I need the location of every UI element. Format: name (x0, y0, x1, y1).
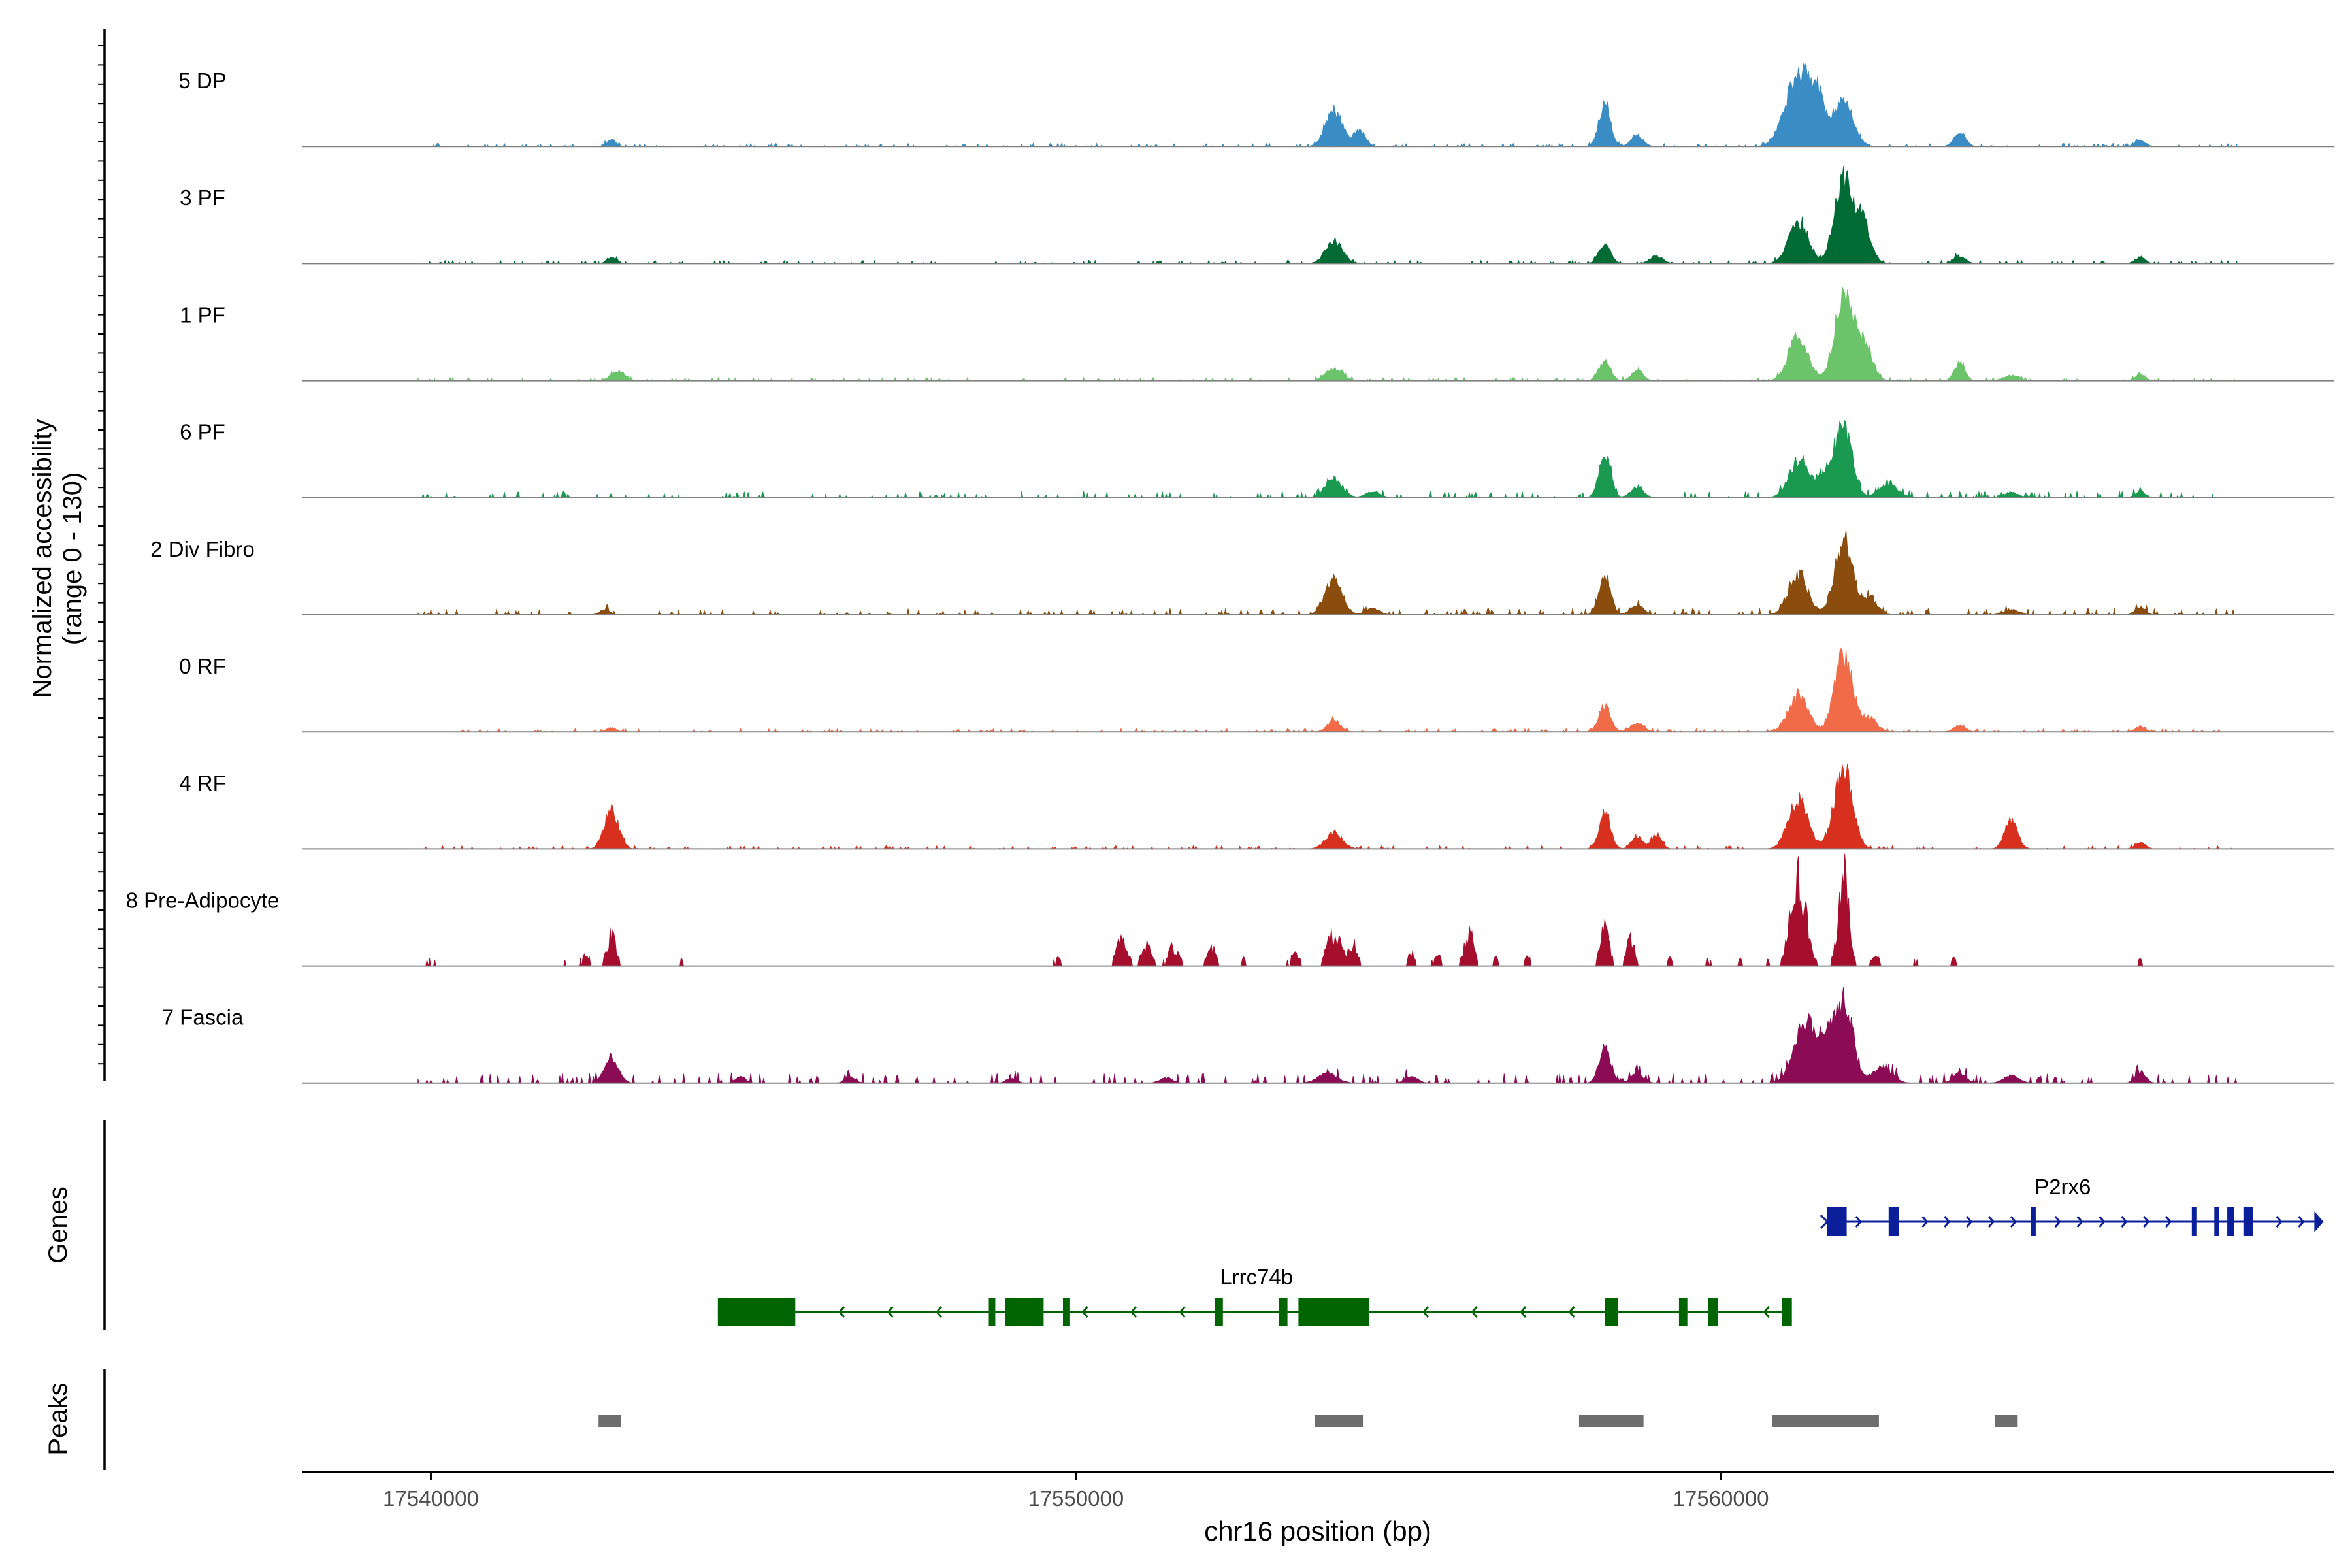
x-tick-label: 17550000 (1028, 1486, 1124, 1511)
gene-label: P2rx6 (2034, 1175, 2091, 1199)
track-1-pf: 1 PF (180, 287, 2334, 382)
peak-region (1995, 1415, 2018, 1427)
strand-arrow (2165, 1216, 2172, 1228)
track-label: 3 PF (180, 186, 225, 210)
strand-arrow (2099, 1216, 2106, 1228)
y-axis-label-line2: (range 0 - 130) (58, 472, 87, 645)
gene-end-arrow (2314, 1211, 2324, 1232)
gene-label: Lrrc74b (1220, 1265, 1293, 1289)
gene-exon (1298, 1298, 1369, 1326)
gene-exon (2243, 1207, 2253, 1236)
track-label: 1 PF (180, 302, 225, 327)
gene-exon (1063, 1298, 1070, 1326)
strand-arrow (1763, 1306, 1770, 1318)
gene-exon (2031, 1207, 2036, 1236)
strand-arrow (2298, 1216, 2305, 1228)
gene-exon (1005, 1298, 1044, 1326)
track-label: 4 RF (179, 771, 226, 795)
strand-arrow (2121, 1216, 2128, 1228)
gene-exon (1605, 1298, 1618, 1326)
gene-exon (1827, 1207, 1847, 1236)
strand-arrow (1081, 1306, 1088, 1318)
strand-arrow (1987, 1216, 1995, 1228)
strand-arrow (2076, 1216, 2083, 1228)
gene-exon (1888, 1207, 1899, 1236)
y-axis-label-line1: Normalized accessibility (28, 419, 57, 698)
gene-annotations: P2rx6 Lrrc74b (717, 1175, 2324, 1326)
peak-region (1578, 1415, 1644, 1427)
x-tick-label: 17540000 (383, 1486, 479, 1511)
track-label: 2 Div Fibro (150, 537, 255, 561)
track-3-pf: 3 PF (180, 165, 2334, 265)
track-label: 7 Fascia (162, 1005, 244, 1030)
gene-exon (2214, 1207, 2219, 1236)
gene-lrrc74b: Lrrc74b (717, 1265, 1792, 1326)
strand-arrow (1471, 1306, 1478, 1318)
gene-exon (2227, 1207, 2234, 1236)
track-label: 0 RF (179, 654, 226, 678)
gene-exon (988, 1298, 996, 1326)
peak-region (1772, 1415, 1879, 1427)
strand-arrow (2143, 1216, 2150, 1228)
peaks-panel-label: Peaks (44, 1382, 73, 1455)
peak-region (598, 1415, 621, 1427)
genes-panel-label: Genes (44, 1186, 73, 1264)
track-0-rf: 0 RF (179, 647, 2334, 733)
strand-arrow (1520, 1306, 1527, 1318)
track-4-rf: 4 RF (179, 763, 2334, 850)
strand-arrow (838, 1306, 845, 1318)
coverage-y-axis-ticks (98, 45, 105, 1065)
gene-exon (2191, 1207, 2197, 1236)
strand-arrow (1944, 1216, 1951, 1228)
strand-arrow (1921, 1216, 1929, 1228)
track-label: 8 Pre-Adipocyte (126, 888, 280, 912)
gene-exon (1782, 1298, 1792, 1326)
strand-arrow (2276, 1216, 2283, 1228)
gene-exon (1279, 1298, 1288, 1326)
track-8-pre-adipocyte: 8 Pre-Adipocyte (126, 853, 2334, 967)
track-5-dp: 5 DP (178, 62, 2334, 148)
peak-regions (598, 1415, 2018, 1427)
strand-arrow (936, 1306, 943, 1318)
strand-arrow (1179, 1306, 1186, 1318)
strand-arrow (1568, 1306, 1575, 1318)
strand-arrow (1966, 1216, 1973, 1228)
track-label: 5 DP (178, 69, 226, 93)
strand-arrow (1820, 1214, 1829, 1230)
x-axis-label: chr16 position (bp) (1204, 1516, 1431, 1546)
track-7-fascia: 7 Fascia (162, 987, 2334, 1085)
gene-exon (717, 1298, 796, 1326)
peak-region (1315, 1415, 1364, 1427)
strand-arrow (1130, 1306, 1137, 1318)
track-label: 6 PF (180, 420, 225, 444)
strand-arrow (2010, 1216, 2017, 1228)
x-axis-ticks: 17540000 17550000 17560000 (383, 1472, 1769, 1511)
strand-arrow (1422, 1306, 1429, 1318)
strand-arrow (2054, 1216, 2061, 1228)
x-tick-label: 17560000 (1673, 1486, 1769, 1511)
strand-arrow (887, 1306, 894, 1318)
strand-arrow (1855, 1216, 1862, 1228)
coverage-tracks: 5 DP 3 PF 1 PF 6 PF 2 Div Fibro 0 RF 4 RF 8 Pre… (126, 62, 2334, 1085)
gene-p2rx6: P2rx6 (1820, 1175, 2324, 1236)
gene-exon (1708, 1298, 1718, 1326)
track-6-pf: 6 PF (180, 420, 2334, 499)
gene-exon (1215, 1298, 1223, 1326)
track-2-div-fibro: 2 Div Fibro (150, 529, 2334, 616)
gene-exon (1678, 1298, 1688, 1326)
